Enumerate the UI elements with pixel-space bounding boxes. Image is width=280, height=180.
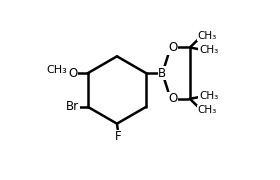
Text: CH₃: CH₃ <box>199 91 218 101</box>
Text: O: O <box>168 92 177 105</box>
Text: O: O <box>69 67 78 80</box>
Text: B: B <box>158 67 167 80</box>
Text: CH₃: CH₃ <box>199 45 218 55</box>
Text: CH₃: CH₃ <box>197 105 216 115</box>
Text: CH₃: CH₃ <box>46 65 67 75</box>
Text: CH₃: CH₃ <box>197 31 216 41</box>
Text: Br: Br <box>66 100 79 113</box>
Text: O: O <box>168 41 177 54</box>
Text: F: F <box>115 130 121 143</box>
